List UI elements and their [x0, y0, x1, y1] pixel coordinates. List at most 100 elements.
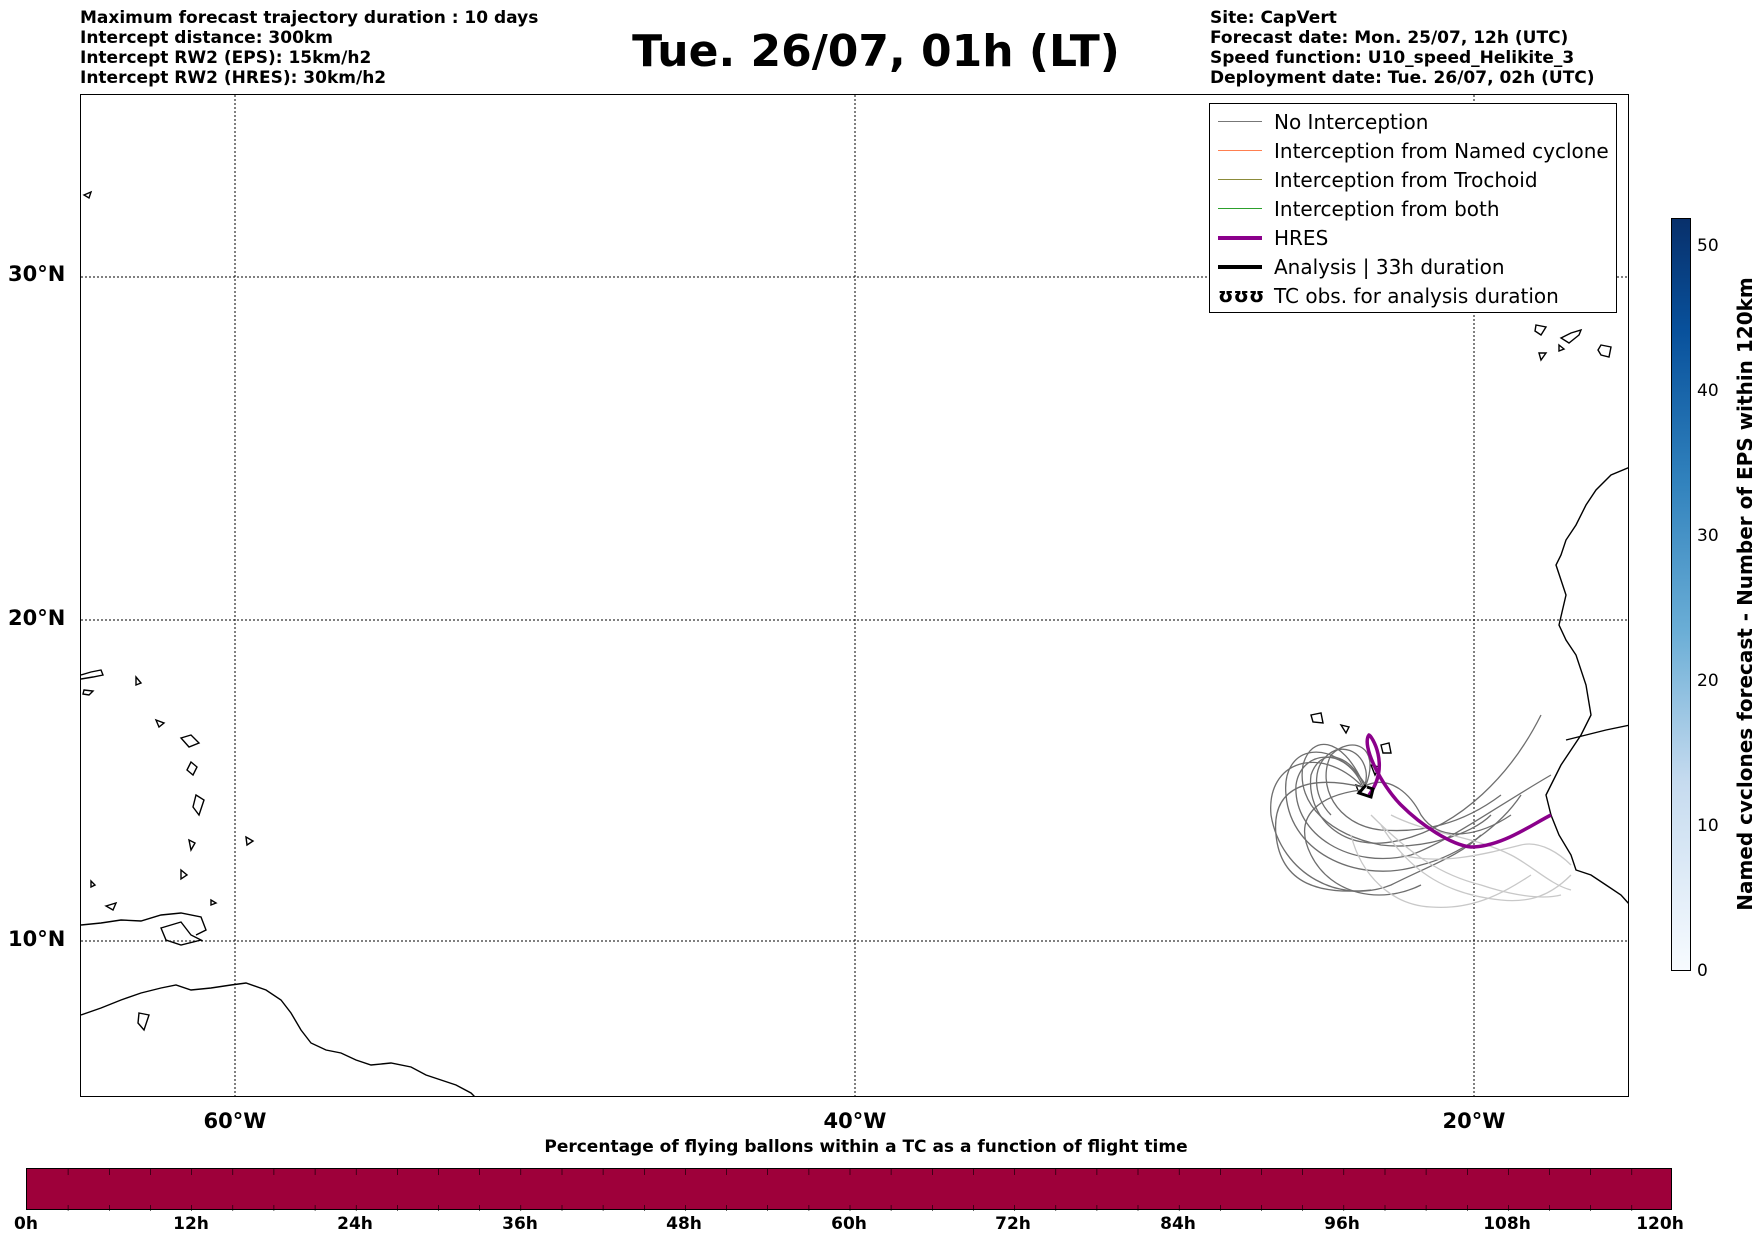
island-f — [186, 760, 198, 777]
trajectory-line — [1295, 756, 1552, 860]
cape-verde-2 — [1339, 723, 1351, 735]
legend-item-analysis: Analysis | 33h duration — [1210, 254, 1616, 280]
trinidad-venezuela — [160, 921, 204, 946]
canary-4 — [1558, 343, 1566, 353]
trajectory-line — [1390, 814, 1572, 891]
legend-swatch — [1218, 265, 1262, 269]
trajectory-line — [1315, 748, 1367, 816]
island-d — [154, 718, 166, 729]
trajectory-line — [1380, 824, 1572, 902]
cape-verde-3 — [1380, 742, 1392, 754]
page-title: Tue. 26/07, 01h (LT) — [632, 26, 1120, 77]
map-canvas — [81, 95, 1628, 1096]
colorbar-h-tick: 108h — [1483, 1214, 1531, 1234]
legend-label: No Interception — [1274, 110, 1429, 134]
header-site: Site: CapVert — [1210, 8, 1337, 28]
trajectory-line — [1285, 751, 1522, 872]
colorbar-v-tick: 40 — [1697, 381, 1719, 401]
trajectory-line — [1350, 834, 1532, 909]
island-j — [245, 835, 255, 847]
venezuela-coast — [81, 912, 207, 936]
header-deployment-date: Deployment date: Tue. 26/07, 02h (UTC) — [1210, 68, 1595, 88]
trajectory-line — [1301, 743, 1492, 847]
island-l — [104, 901, 118, 911]
colorbar-h-tick: 48h — [666, 1214, 702, 1234]
island-o — [210, 898, 218, 907]
canary-1 — [1534, 324, 1548, 336]
header-max-duration: Maximum forecast trajectory duration : 1… — [80, 8, 539, 28]
lon-label-20w: 20°W — [1442, 1109, 1506, 1133]
island-b — [82, 689, 95, 696]
colorbar-h-minor-ticks — [67, 1169, 1633, 1211]
island-n — [82, 190, 93, 200]
eps-trajectories-dark — [1270, 714, 1552, 896]
legend-item-tc-obs: ʊʊʊ TC obs. for analysis duration — [1210, 283, 1616, 309]
legend-item-trochoid: Interception from Trochoid — [1210, 167, 1616, 193]
hres-trajectory — [1365, 733, 1552, 849]
coastlines — [81, 190, 1628, 1096]
lat-label-20n: 20°N — [8, 606, 66, 630]
header-intercept-distance: Intercept distance: 300km — [80, 28, 333, 48]
legend-swatch — [1218, 236, 1262, 240]
colorbar-h-tick: 36h — [502, 1214, 538, 1234]
header-intercept-hres: Intercept RW2 (HRES): 30km/h2 — [80, 68, 387, 88]
colorbar-h-ticks-svg — [67, 1169, 1633, 1211]
legend-label: HRES — [1274, 226, 1329, 250]
colorbar-vertical — [1671, 218, 1691, 971]
colorbar-h-tick: 96h — [1324, 1214, 1360, 1234]
colorbar-h-tick: 0h — [14, 1214, 38, 1234]
analysis-trajectory — [1356, 784, 1375, 799]
trajectory-line — [1325, 744, 1502, 832]
colorbar-h-tick: 12h — [173, 1214, 209, 1234]
legend-item-named-cyclone: Interception from Named cyclone — [1210, 138, 1616, 164]
legend-label: TC obs. for analysis duration — [1274, 284, 1559, 308]
tc-symbol-icon: ʊʊʊ — [1218, 283, 1265, 307]
island-e — [179, 734, 201, 748]
colorbar-v-tick: 0 — [1697, 961, 1708, 981]
colorbar-v-tick: 50 — [1697, 236, 1719, 256]
legend-swatch — [1218, 179, 1262, 180]
island-m — [137, 1012, 150, 1032]
colorbar-v-tick: 30 — [1697, 526, 1719, 546]
canary-5 — [1538, 352, 1548, 362]
trajectory-line — [1270, 761, 1482, 892]
island-c — [135, 675, 143, 687]
legend-item-hres: HRES — [1210, 225, 1616, 251]
island-k — [90, 879, 97, 889]
header-intercept-eps: Intercept RW2 (EPS): 15km/h2 — [80, 48, 372, 68]
island-g — [192, 793, 205, 817]
header-forecast-date: Forecast date: Mon. 25/07, 12h (UTC) — [1210, 28, 1569, 48]
legend-swatch — [1218, 121, 1262, 122]
island-a — [81, 669, 104, 680]
legend-label: Interception from Trochoid — [1274, 168, 1538, 192]
legend-swatch — [1218, 150, 1262, 151]
legend-label: Analysis | 33h duration — [1274, 255, 1505, 279]
trajectory-line — [1400, 843, 1572, 866]
trajectory-line — [1275, 781, 1372, 892]
legend-item-both: Interception from both — [1210, 196, 1616, 222]
africa-coast — [1545, 467, 1628, 904]
colorbar-h-tick: 120h — [1636, 1214, 1684, 1234]
colorbar-v-tick: 10 — [1697, 816, 1719, 836]
graticule — [81, 95, 1628, 1096]
legend-item-no-interception: No Interception — [1210, 109, 1616, 135]
legend: No Interception Interception from Named … — [1209, 103, 1617, 313]
island-i — [180, 868, 189, 881]
colorbar-v-tick: 20 — [1697, 671, 1719, 691]
eps-trajectories-light — [1350, 814, 1572, 909]
trajectory-line — [1304, 789, 1422, 896]
header-speed-function: Speed function: U10_speed_Helikite_3 — [1210, 48, 1575, 68]
legend-swatch — [1218, 208, 1262, 209]
colorbar-h-tick: 72h — [995, 1214, 1031, 1234]
lon-label-60w: 60°W — [203, 1109, 267, 1133]
island-h — [188, 838, 196, 852]
map-area[interactable] — [80, 94, 1629, 1097]
africa-gambia — [1565, 724, 1628, 741]
colorbar-h-tick: 60h — [831, 1214, 867, 1234]
colorbar-v-label: Named cyclones forecast - Number of EPS … — [1733, 277, 1752, 911]
header-left: Maximum forecast trajectory duration : 1… — [80, 8, 538, 88]
legend-label: Interception from both — [1274, 197, 1500, 221]
legend-label: Interception from Named cyclone — [1274, 139, 1609, 163]
colorbar-h-tick: 24h — [337, 1214, 373, 1234]
lat-label-30n: 30°N — [8, 262, 66, 286]
